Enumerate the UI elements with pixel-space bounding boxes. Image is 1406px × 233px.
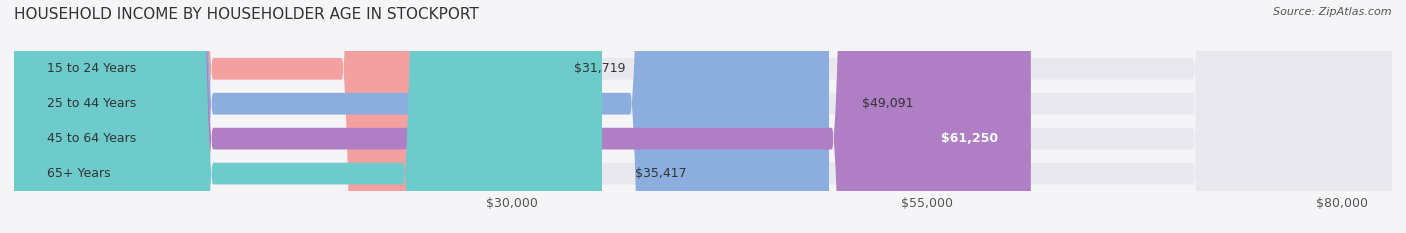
Text: $61,250: $61,250: [941, 132, 998, 145]
FancyBboxPatch shape: [14, 0, 1392, 233]
FancyBboxPatch shape: [14, 0, 1392, 233]
Text: 45 to 64 Years: 45 to 64 Years: [48, 132, 136, 145]
Text: $49,091: $49,091: [862, 97, 914, 110]
Text: $35,417: $35,417: [636, 167, 688, 180]
FancyBboxPatch shape: [14, 0, 830, 233]
Text: 25 to 44 Years: 25 to 44 Years: [48, 97, 136, 110]
FancyBboxPatch shape: [14, 0, 541, 233]
FancyBboxPatch shape: [14, 0, 1392, 233]
Text: HOUSEHOLD INCOME BY HOUSEHOLDER AGE IN STOCKPORT: HOUSEHOLD INCOME BY HOUSEHOLDER AGE IN S…: [14, 7, 479, 22]
Text: Source: ZipAtlas.com: Source: ZipAtlas.com: [1274, 7, 1392, 17]
FancyBboxPatch shape: [14, 0, 602, 233]
Text: 15 to 24 Years: 15 to 24 Years: [48, 62, 136, 75]
FancyBboxPatch shape: [14, 0, 1392, 233]
Text: $31,719: $31,719: [574, 62, 626, 75]
FancyBboxPatch shape: [14, 0, 1031, 233]
Text: 65+ Years: 65+ Years: [48, 167, 111, 180]
